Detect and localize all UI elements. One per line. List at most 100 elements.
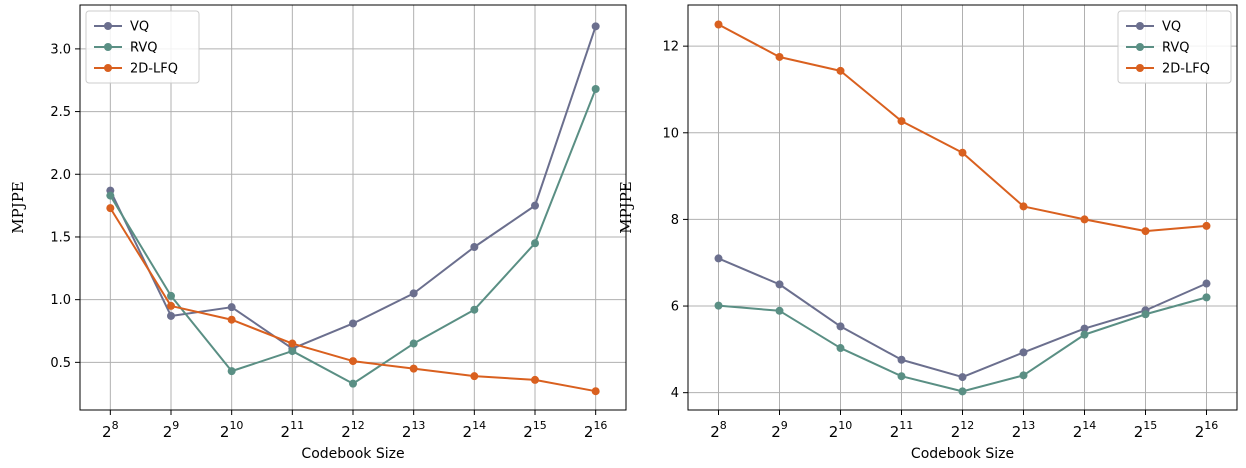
data-point-vq — [409, 289, 418, 298]
data-point-rvq — [591, 85, 600, 94]
data-point-rvq — [106, 191, 115, 200]
x-axis-label: Codebook Size — [911, 446, 1014, 462]
data-point-rvq — [409, 339, 418, 348]
y-tick-label: 12 — [662, 40, 679, 55]
y-tick-label: 8 — [671, 213, 679, 228]
legend-box — [1117, 10, 1232, 84]
data-point-vq — [714, 254, 723, 263]
legend-label: VQ — [1162, 20, 1181, 35]
y-axis-label: MPJPE — [9, 181, 27, 234]
data-point-vq — [470, 242, 479, 251]
x-tick-label: 29 — [771, 419, 788, 441]
data-point-rvq — [897, 372, 906, 381]
x-tick-label: 210 — [829, 419, 853, 441]
x-tick-label: 213 — [402, 419, 426, 441]
x-tick-label: 211 — [281, 419, 305, 441]
data-point-rvq — [958, 387, 967, 396]
data-point-2d-lfq — [836, 66, 845, 75]
y-tick-label: 3.0 — [50, 42, 71, 57]
x-tick-label: 29 — [163, 419, 180, 441]
data-point-rvq — [1141, 310, 1150, 319]
x-tick-label: 214 — [1073, 419, 1097, 441]
data-point-vq — [1019, 348, 1028, 357]
data-point-vq — [531, 201, 539, 210]
plot-frame — [79, 4, 627, 411]
y-axis-label: MPJPE — [617, 181, 635, 234]
data-point-rvq — [167, 291, 175, 300]
chart-panel-1: 28 29 210 211 212 213 214 215 216 0.5 1.0 1.5 2.0 2.5… — [9, 4, 627, 462]
data-point-rvq — [836, 344, 845, 353]
x-tick-label: 210 — [220, 419, 244, 441]
legend-label: 2D-LFQ — [1162, 62, 1210, 77]
x-tick-label: 211 — [890, 419, 914, 441]
y-tick-label: 2.5 — [50, 105, 71, 120]
data-point-2d-lfq — [349, 357, 357, 366]
legend-label: RVQ — [130, 41, 157, 56]
data-point-2d-lfq — [288, 339, 297, 348]
data-point-2d-lfq — [775, 52, 784, 61]
legend-box — [85, 10, 200, 84]
data-point-2d-lfq — [897, 117, 906, 126]
x-tick-label: 28 — [102, 419, 119, 441]
x-tick-label: 213 — [1012, 419, 1036, 441]
data-point-vq — [836, 322, 845, 331]
y-tick-label: 10 — [662, 126, 679, 141]
y-tick-label: 0.5 — [50, 356, 71, 371]
data-point-vq — [227, 303, 236, 312]
data-point-2d-lfq — [1202, 221, 1211, 230]
legend-swatch-marker — [1136, 43, 1144, 51]
data-point-rvq — [470, 305, 479, 314]
data-point-rvq — [531, 239, 539, 248]
y-tick-label: 2.0 — [50, 168, 71, 183]
legend-swatch-marker — [1136, 64, 1144, 72]
data-point-2d-lfq — [1080, 215, 1089, 224]
y-tick-label: 1.0 — [50, 293, 71, 308]
data-point-vq — [958, 373, 967, 382]
data-point-2d-lfq — [531, 375, 539, 384]
x-tick-label: 212 — [341, 419, 365, 441]
data-point-2d-lfq — [227, 315, 236, 324]
data-point-2d-lfq — [958, 148, 967, 157]
data-point-vq — [897, 355, 906, 364]
x-tick-label: 216 — [584, 419, 608, 441]
x-tick-label: 214 — [463, 419, 487, 441]
data-point-rvq — [714, 301, 723, 310]
data-point-rvq — [1202, 293, 1211, 302]
legend-label: VQ — [130, 20, 149, 35]
data-point-2d-lfq — [714, 20, 723, 29]
chart-panel-2: 28 29 210 211 212 213 214 215 216 4 6 8 10 12 Codebook… — [617, 4, 1238, 462]
data-point-vq — [1080, 324, 1089, 333]
y-tick-label: 6 — [671, 300, 679, 315]
y-tick-label: 1.5 — [50, 230, 71, 245]
data-point-2d-lfq — [409, 364, 418, 373]
legend-swatch-marker — [1136, 22, 1144, 30]
data-point-2d-lfq — [1141, 227, 1150, 236]
x-tick-label: 212 — [951, 419, 975, 441]
legend-swatch-marker — [104, 22, 112, 30]
data-point-rvq — [1080, 330, 1089, 339]
data-point-2d-lfq — [106, 204, 115, 213]
data-point-rvq — [349, 379, 357, 388]
data-point-2d-lfq — [167, 301, 175, 310]
x-tick-label: 215 — [1134, 419, 1158, 441]
legend-swatch-marker — [104, 64, 112, 72]
data-point-rvq — [227, 367, 236, 376]
x-tick-label: 215 — [523, 419, 547, 441]
legend: VQ RVQ 2D-LFQ — [85, 10, 200, 84]
data-point-vq — [349, 319, 357, 328]
data-point-rvq — [288, 347, 297, 356]
legend-swatch-marker — [104, 43, 112, 51]
x-tick-label: 28 — [710, 419, 727, 441]
legend-label: 2D-LFQ — [130, 62, 178, 77]
x-tick-label: 216 — [1195, 419, 1219, 441]
data-point-2d-lfq — [591, 387, 600, 396]
x-axis-label: Codebook Size — [301, 446, 404, 462]
legend-label: RVQ — [1162, 41, 1189, 56]
data-point-vq — [1202, 279, 1211, 288]
y-tick-label: 4 — [671, 386, 679, 401]
data-point-2d-lfq — [1019, 202, 1028, 211]
data-point-vq — [167, 311, 175, 320]
data-point-rvq — [1019, 371, 1028, 380]
plot-frame — [687, 4, 1238, 411]
